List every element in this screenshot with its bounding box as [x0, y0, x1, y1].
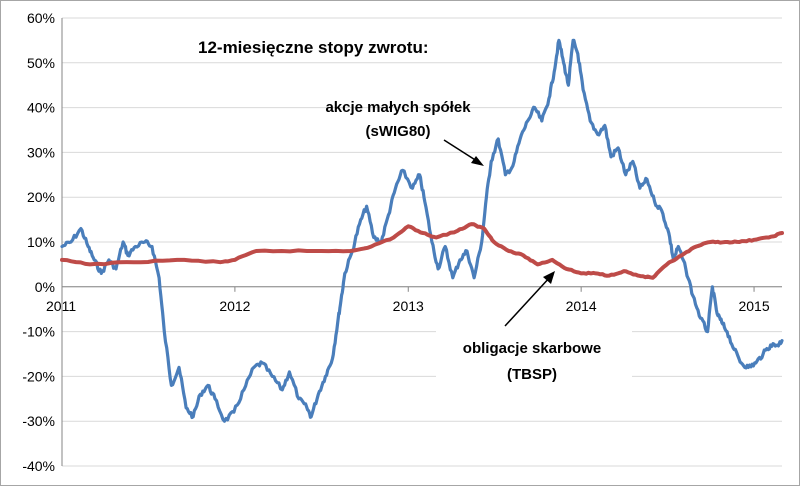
y-tick-label: 40% — [27, 100, 55, 116]
series-line-swig80 — [60, 38, 784, 423]
annotation-tbsp-background — [436, 331, 632, 385]
y-axis-ticks: -40% -30% -20% -10% 0% 10% 20% 30% 40% 50% 60% — [22, 10, 55, 474]
y-tick-label: -20% — [22, 368, 55, 384]
annotation-tbsp-line1: obligacje skarbowe — [463, 340, 601, 357]
x-tick-label: 2012 — [219, 298, 250, 314]
x-tick-label: 2015 — [738, 298, 769, 314]
x-tick-label: 2011 — [46, 298, 76, 314]
y-tick-label: -40% — [22, 458, 55, 474]
annotation-tbsp-line2: (TBSP) — [507, 366, 557, 383]
chart-title: 12-miesięczne stopy zwrotu: — [198, 38, 429, 57]
y-tick-label: 50% — [27, 55, 55, 71]
annotation-tbsp: obligacje skarbowe (TBSP) — [436, 271, 632, 385]
y-tick-label: 60% — [27, 10, 55, 26]
y-tick-label: 10% — [27, 234, 55, 250]
y-tick-label: 30% — [27, 144, 55, 160]
annotation-tbsp-arrow — [504, 275, 552, 327]
x-tick-label: 2013 — [393, 298, 424, 314]
series-lines — [60, 38, 784, 423]
series-line-tbsp — [60, 222, 784, 280]
y-tick-label: -30% — [22, 413, 55, 429]
annotation-swig80: akcje małych spółek (sWIG80) — [325, 99, 484, 166]
annotation-swig80-line2: (sWIG80) — [365, 123, 430, 140]
y-tick-label: 0% — [35, 279, 55, 295]
annotation-swig80-arrowhead — [471, 156, 484, 166]
annotation-tbsp-arrowhead — [543, 271, 555, 284]
y-tick-label: -10% — [22, 324, 55, 340]
annotation-swig80-line1: akcje małych spółek — [325, 99, 471, 116]
x-axis-ticks: 2011 2012 2013 2014 2015 — [46, 286, 770, 314]
y-tick-label: 20% — [27, 189, 55, 205]
gridlines — [61, 17, 782, 467]
x-tick-label: 2014 — [566, 298, 597, 314]
